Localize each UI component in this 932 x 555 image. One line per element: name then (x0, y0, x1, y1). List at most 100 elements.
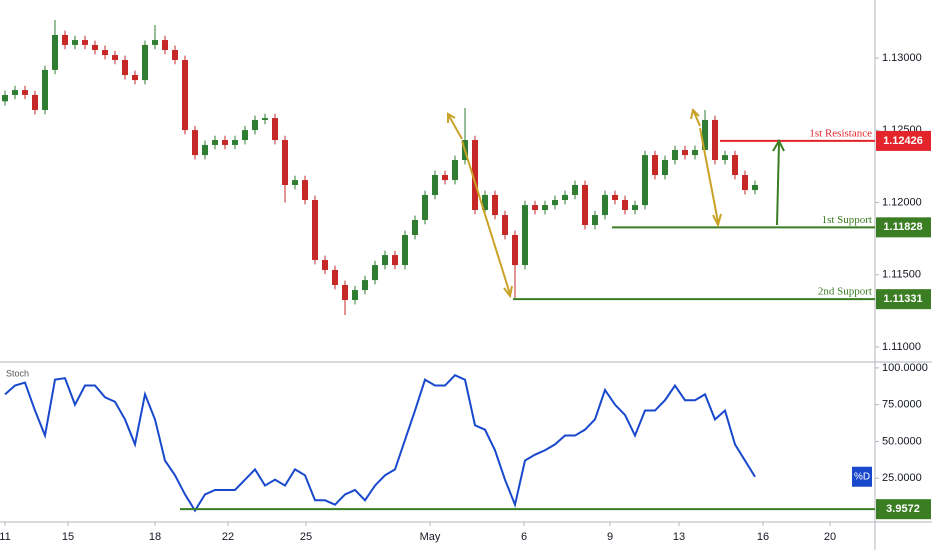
candle-body (2, 94, 8, 102)
candle-body (282, 140, 288, 185)
price-badge-label: 3.9572 (886, 503, 920, 515)
candle-body (752, 184, 758, 191)
candle-body (202, 144, 208, 156)
candle-body (52, 34, 58, 70)
candle-body (72, 40, 78, 45)
candle-body (362, 280, 368, 291)
arrow-head (772, 138, 785, 152)
candle-body (372, 265, 378, 281)
level-label: 2nd Support (818, 286, 872, 298)
y-tick-label: 1.13000 (882, 52, 922, 64)
x-tick-label: 25 (300, 531, 312, 543)
x-tick-label: 15 (62, 531, 74, 543)
y-tick-label: 100.0000 (882, 362, 928, 374)
candle-body (342, 284, 348, 301)
candle-body (442, 175, 448, 181)
candle-body (242, 130, 248, 141)
x-tick-label: May (420, 531, 441, 543)
candle-body (142, 44, 148, 81)
candle-body (332, 269, 338, 285)
candle-body (132, 75, 138, 81)
indicator-title: Stoch (6, 368, 29, 378)
arrow-head (712, 213, 722, 228)
candle-body (692, 150, 698, 156)
candle-body (12, 90, 18, 95)
arrow (693, 111, 701, 127)
y-tick-label: 75.0000 (882, 399, 922, 411)
arrow (461, 140, 511, 295)
arrow (448, 115, 463, 140)
candle-body (172, 50, 178, 60)
candle-body (292, 180, 298, 185)
candle-body (672, 150, 678, 160)
x-tick-label: 22 (222, 531, 234, 543)
candle-body (552, 200, 558, 206)
candle-body (492, 194, 498, 216)
candle-body (632, 205, 638, 210)
candle-body (22, 90, 28, 95)
x-tick-label: 18 (149, 531, 161, 543)
candle-body (252, 119, 258, 131)
arrow-head (503, 285, 513, 299)
candle-body (452, 159, 458, 181)
candle-body (532, 205, 538, 210)
candle-body (542, 205, 548, 210)
candle-body (162, 40, 168, 51)
candle-body (122, 59, 128, 76)
candle-body (412, 219, 418, 235)
x-tick-label: 16 (757, 531, 769, 543)
candle-body (232, 140, 238, 145)
price-badge-label: 1.11331 (883, 293, 922, 305)
candle-body (742, 175, 748, 191)
y-tick-label: 1.11000 (882, 341, 921, 353)
candle-body (432, 175, 438, 195)
candle-body (682, 150, 688, 156)
candle-body (522, 205, 528, 266)
price-badge (876, 130, 931, 151)
candle-body (652, 155, 658, 176)
series-name: %D (854, 471, 870, 482)
candle-body (382, 255, 388, 266)
y-tick-label: 1.11500 (882, 269, 921, 281)
candle-body (422, 194, 428, 220)
candle-body (602, 194, 608, 216)
candle-body (392, 255, 398, 266)
candle-body (722, 155, 728, 160)
candle-body (662, 159, 668, 176)
candle-body (212, 140, 218, 145)
candle-body (502, 215, 508, 235)
y-tick-label: 1.12000 (882, 196, 922, 208)
arrow (776, 142, 780, 226)
candle-body (42, 69, 48, 110)
level-label: 1st Support (822, 214, 872, 226)
candle-body (102, 50, 108, 56)
annotations (447, 108, 785, 299)
price-badge-label: 1.12426 (883, 135, 923, 147)
arrow-head (690, 108, 700, 120)
candle-body (402, 234, 408, 266)
price-badge (876, 289, 931, 310)
price-badge (876, 499, 931, 520)
price-badge (876, 217, 931, 238)
candle-body (302, 180, 308, 201)
candle-body (642, 155, 648, 206)
arrow (699, 127, 719, 223)
candle-body (482, 194, 488, 210)
candle-body (192, 130, 198, 156)
series-badge (852, 466, 872, 487)
candle-body (592, 215, 598, 226)
candle-body (322, 259, 328, 270)
candle-body (612, 194, 618, 201)
candle-body (182, 59, 188, 131)
arrow-head (447, 112, 456, 123)
candle-body (32, 94, 38, 110)
candle-body (712, 119, 718, 160)
candle-body (222, 140, 228, 145)
stoch-line (4, 374, 756, 513)
candle-body (622, 200, 628, 210)
candle-body (572, 184, 578, 195)
candle-body (732, 155, 738, 176)
